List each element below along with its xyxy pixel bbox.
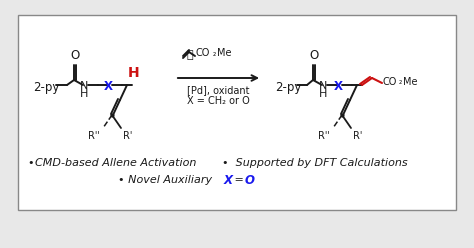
Text: H: H <box>319 89 327 99</box>
Text: 2-py: 2-py <box>275 81 301 93</box>
Text: [Pd], oxidant: [Pd], oxidant <box>187 85 249 95</box>
Text: X: X <box>334 80 343 93</box>
Text: X: X <box>224 174 233 186</box>
Text: •  Supported by DFT Calculations: • Supported by DFT Calculations <box>215 158 408 168</box>
Text: R'': R'' <box>88 131 100 141</box>
Text: CO: CO <box>196 48 210 58</box>
Text: X = CH₂ or O: X = CH₂ or O <box>187 96 249 106</box>
Text: N: N <box>319 81 327 91</box>
Text: H: H <box>80 89 88 99</box>
Text: ₂: ₂ <box>213 49 216 58</box>
Text: H: H <box>128 66 140 80</box>
Text: • Novel Auxiliary: • Novel Auxiliary <box>118 175 216 185</box>
Bar <box>18 15 456 210</box>
Text: =: = <box>231 175 247 185</box>
Text: R': R' <box>353 131 363 141</box>
Text: CO: CO <box>383 77 397 87</box>
Text: R'': R'' <box>318 131 330 141</box>
Text: 2-py: 2-py <box>33 81 59 93</box>
Text: ⌒: ⌒ <box>187 50 193 60</box>
Text: O: O <box>70 49 80 62</box>
FancyArrowPatch shape <box>178 75 257 81</box>
Text: CMD-based Allene Activation: CMD-based Allene Activation <box>35 158 196 168</box>
Text: •: • <box>28 158 38 168</box>
Text: N: N <box>80 81 88 91</box>
Text: ₂: ₂ <box>399 77 402 87</box>
Text: R': R' <box>123 131 132 141</box>
Text: Me: Me <box>217 48 231 58</box>
Text: O: O <box>245 174 255 186</box>
Text: O: O <box>310 49 319 62</box>
Text: Me: Me <box>403 77 418 87</box>
Text: X: X <box>103 80 112 93</box>
